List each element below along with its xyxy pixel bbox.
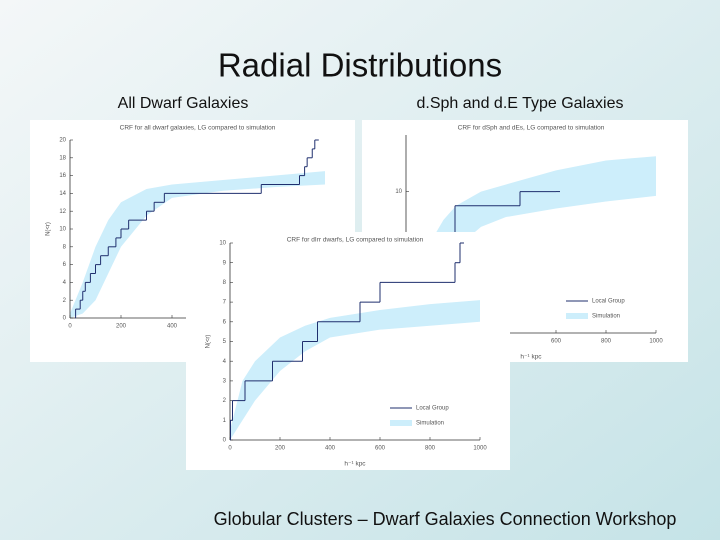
y-tick-label: 4 bbox=[223, 359, 227, 365]
y-tick-label: 9 bbox=[223, 260, 227, 266]
y-tick-label: 8 bbox=[63, 244, 67, 250]
x-tick-label: 1000 bbox=[473, 446, 487, 452]
y-tick-label: 0 bbox=[223, 438, 227, 444]
x-tick-label: 400 bbox=[167, 324, 178, 330]
legend-label: Simulation bbox=[416, 421, 444, 427]
legend-label: Simulation bbox=[592, 314, 620, 320]
x-tick-label: 800 bbox=[425, 446, 436, 452]
x-tick-label: 800 bbox=[601, 339, 612, 345]
y-tick-label: 7 bbox=[223, 300, 227, 306]
y-axis-label: N(<r) bbox=[46, 222, 52, 236]
x-tick-label: 600 bbox=[375, 446, 386, 452]
simulation-band bbox=[230, 300, 480, 440]
y-tick-label: 16 bbox=[59, 173, 66, 179]
simulation-band bbox=[70, 171, 325, 318]
chart-frame bbox=[186, 232, 510, 470]
x-tick-label: 0 bbox=[228, 446, 232, 452]
y-tick-label: 6 bbox=[223, 319, 227, 325]
x-tick-label: 400 bbox=[325, 446, 336, 452]
y-tick-label: 2 bbox=[223, 398, 227, 404]
chart-title: CRF for all dwarf galaxies, LG compared … bbox=[120, 125, 276, 132]
y-tick-label: 0 bbox=[63, 316, 67, 322]
y-tick-label: 6 bbox=[63, 262, 67, 268]
chart-title: CRF for dIrr dwarfs, LG compared to simu… bbox=[287, 237, 424, 244]
y-tick-label: 20 bbox=[59, 138, 66, 144]
y-tick-label: 3 bbox=[223, 378, 227, 384]
y-tick-label: 12 bbox=[59, 209, 66, 215]
y-tick-label: 1 bbox=[223, 418, 227, 424]
y-tick-label: 8 bbox=[223, 280, 227, 286]
y-axis-label: N(<r) bbox=[206, 335, 212, 349]
y-tick-label: 4 bbox=[63, 280, 67, 286]
footer: Globular Clusters – Dwarf Galaxies Conne… bbox=[214, 509, 677, 529]
y-tick-label: 5 bbox=[223, 339, 227, 345]
caption: All Dwarf Galaxies bbox=[118, 95, 249, 112]
y-tick-label: 10 bbox=[219, 241, 226, 247]
legend-label: Local Group bbox=[416, 406, 449, 412]
x-tick-label: 0 bbox=[68, 324, 72, 330]
y-tick-label: 18 bbox=[59, 155, 66, 161]
chart: CRF for dIrr dwarfs, LG compared to simu… bbox=[186, 232, 510, 470]
chart-title: CRF for dSph and dEs, LG compared to sim… bbox=[458, 125, 605, 132]
simulation-band bbox=[406, 156, 656, 333]
y-tick-label: 14 bbox=[59, 191, 66, 197]
y-tick-label: 10 bbox=[395, 189, 402, 195]
y-tick-label: 10 bbox=[59, 227, 66, 233]
x-axis-label: h⁻¹ kpc bbox=[344, 461, 366, 468]
x-tick-label: 1000 bbox=[649, 339, 663, 345]
legend-swatch bbox=[390, 420, 412, 426]
x-axis-label: h⁻¹ kpc bbox=[520, 354, 542, 361]
legend-swatch bbox=[566, 313, 588, 319]
x-tick-label: 200 bbox=[116, 324, 127, 330]
caption: d.Sph and d.E Type Galaxies bbox=[417, 95, 624, 112]
x-tick-label: 200 bbox=[275, 446, 286, 452]
y-tick-label: 2 bbox=[63, 298, 67, 304]
legend-label: Local Group bbox=[592, 299, 625, 305]
x-tick-label: 600 bbox=[551, 339, 562, 345]
slide-title: Radial Distributions bbox=[218, 47, 502, 84]
